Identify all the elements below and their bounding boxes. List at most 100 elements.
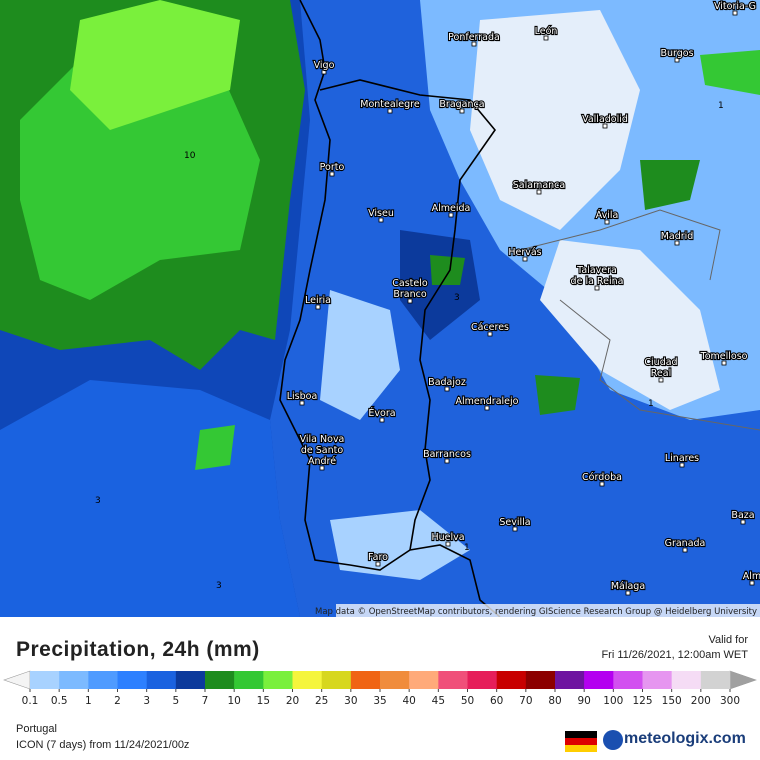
city-label: Ciudad	[644, 357, 677, 368]
legend-title: Precipitation, 24h (mm)	[16, 638, 260, 661]
city-label: Branco	[393, 289, 426, 300]
city-dot	[444, 458, 450, 464]
precip-area	[320, 290, 400, 420]
colorbar-label: 1	[85, 695, 92, 707]
valid-time: Fri 11/26/2021, 12:00am WET	[601, 649, 748, 661]
city-label: de Santo	[301, 445, 343, 456]
city-dot	[679, 462, 685, 468]
city-label: Faro	[368, 552, 388, 563]
city-label: Tomelloso	[700, 351, 748, 362]
colorbar-low	[3, 670, 31, 690]
city-label: Vitoria-G	[714, 1, 756, 12]
brand[interactable]: meteologix.com	[624, 730, 746, 747]
colorbar-label: 125	[632, 695, 652, 707]
precip-area	[430, 255, 465, 285]
colorbar-box	[205, 671, 235, 689]
colorbar-box	[292, 671, 322, 689]
precip-area	[70, 0, 240, 130]
city-label: Almeida	[432, 203, 471, 214]
city-dot	[682, 547, 688, 553]
colorbar-label: 30	[344, 695, 357, 707]
city-label: León	[535, 26, 558, 37]
city-label: Córdoba	[582, 472, 622, 483]
city-label: Salamanca	[513, 180, 565, 191]
colorbar-label: 0.5	[51, 695, 68, 707]
city-dot	[319, 465, 325, 471]
city-label: Almendralejo	[456, 396, 519, 407]
city-label: Barrancos	[423, 449, 471, 460]
city-label: Madrid	[661, 231, 694, 242]
precip-area	[195, 425, 235, 470]
city-dot	[625, 590, 631, 596]
city-dot	[536, 189, 542, 195]
colorbar-label: 25	[315, 695, 328, 707]
colorbar-label: 200	[691, 695, 711, 707]
colorbar-box	[321, 671, 352, 689]
city-dot	[444, 386, 450, 392]
precip-area	[640, 160, 700, 210]
colorbar-box	[146, 671, 177, 689]
city-dot	[315, 304, 321, 310]
logo-icon	[603, 730, 623, 750]
city-dot	[321, 69, 327, 75]
city-label: Málaga	[611, 581, 645, 592]
city-label: Badajoz	[428, 377, 466, 388]
colorbar-label: 300	[720, 695, 740, 707]
colorbar-label: 5	[172, 695, 179, 707]
region-border	[559, 299, 760, 431]
contour-label: 3	[216, 581, 222, 591]
colorbar-box	[525, 671, 556, 689]
precip-area	[540, 240, 720, 410]
contour-label: 1	[718, 101, 724, 111]
colorbar-box	[88, 671, 118, 689]
colorbar-box	[175, 671, 206, 689]
colorbar-box	[380, 671, 410, 689]
city-dot	[512, 526, 518, 532]
city-label: Leiria	[305, 295, 331, 306]
city-dot	[378, 217, 384, 223]
colorbar-label: 150	[662, 695, 682, 707]
city-label: Valladolid	[582, 114, 628, 125]
city-dot	[487, 331, 493, 337]
city-label: Granada	[665, 538, 706, 549]
city-label: Vigo	[314, 60, 335, 71]
contour-label: 1	[464, 543, 470, 553]
city-dot	[721, 360, 727, 366]
city-label: Talavera	[576, 265, 617, 276]
city-label: Burgos	[660, 48, 693, 59]
city-label: André	[308, 456, 336, 467]
region-border	[519, 209, 721, 281]
city-label: Lisboa	[287, 391, 318, 402]
city-label: Alm	[743, 571, 760, 582]
ocean-area	[0, 380, 300, 617]
map: Map data © OpenStreetMap contributors, r…	[0, 0, 760, 617]
colorbar-box	[409, 671, 439, 689]
colorbar-box	[584, 671, 614, 689]
border	[319, 79, 497, 551]
colorbar-box	[117, 671, 147, 689]
colorbar-label: 7	[202, 695, 209, 707]
city-dot	[599, 481, 605, 487]
colorbar-box	[350, 671, 381, 689]
colorbar-label: 40	[402, 695, 415, 707]
colorbar-label: 20	[286, 695, 299, 707]
city-dot	[522, 256, 528, 262]
colorbar-label: 70	[519, 695, 532, 707]
colorbar-box	[263, 671, 293, 689]
city-dot	[375, 561, 381, 567]
colorbar-box	[555, 671, 585, 689]
city-dot	[543, 35, 549, 41]
colorbar-box	[613, 671, 643, 689]
city-dot	[658, 377, 664, 383]
precip-area	[330, 510, 470, 580]
city-dot	[299, 400, 305, 406]
city-label: Vila Nova	[300, 434, 345, 445]
city-label: Ponferrada	[448, 32, 500, 43]
city-dot	[740, 519, 746, 525]
colorbar-label: 35	[373, 695, 386, 707]
city-label: Real	[651, 368, 671, 379]
city-layer: Ponferrada León Vitoria-G Burgos Vigo Monteal…	[95, 0, 760, 596]
colorbar-box	[496, 671, 527, 689]
city-label: Sevilla	[499, 517, 530, 528]
